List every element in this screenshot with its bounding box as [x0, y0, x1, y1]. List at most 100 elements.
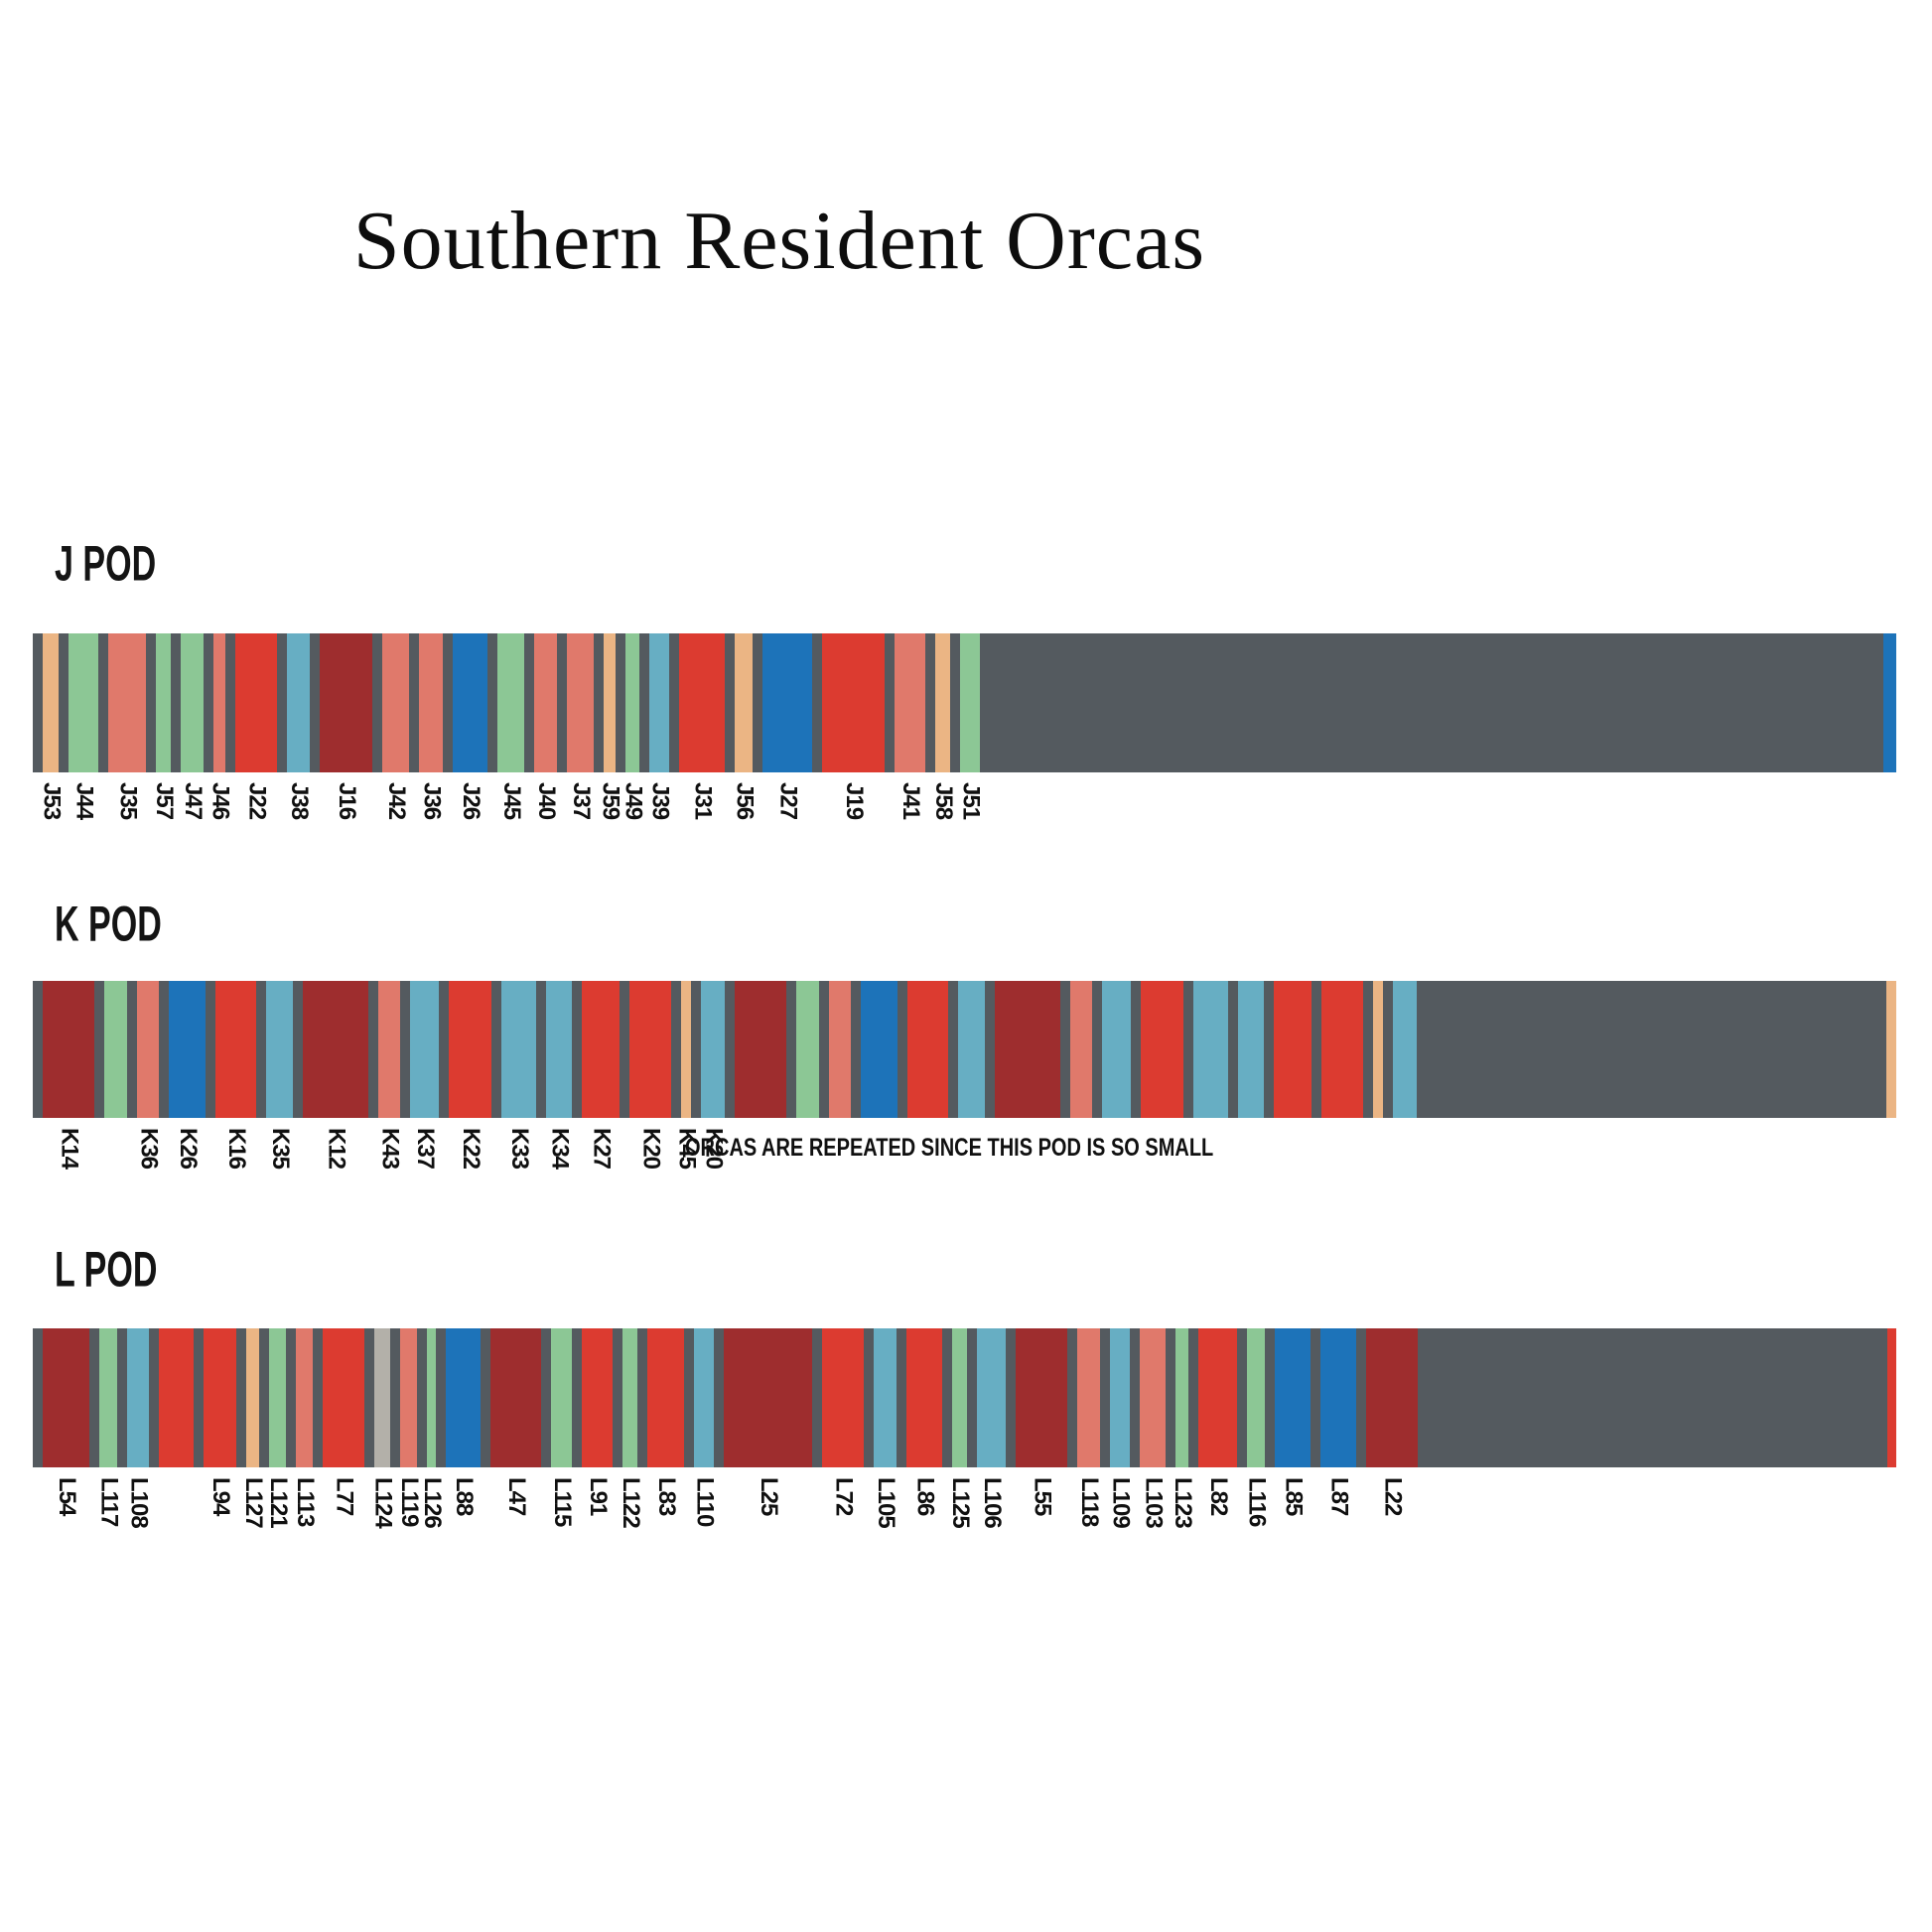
orca-stripe-j51: J51 [957, 633, 984, 819]
stripe-separator [637, 1328, 647, 1467]
stripe-separator [753, 633, 762, 772]
orca-stripe-j27: J27 [762, 633, 812, 819]
orca-label: L82 [1204, 1477, 1232, 1516]
orca-label: L118 [1075, 1477, 1103, 1527]
stripe-separator [1363, 981, 1373, 1118]
bar-filler [1418, 1328, 1887, 1467]
pod-bar-l: L54 L117 L108 L94 L127 L121 L113 L77 L124 L119 L12… [33, 1328, 1896, 1528]
orca-stripe-l117: L117 [95, 1328, 122, 1526]
bar-edge-stripe [1886, 981, 1896, 1118]
stripe-separator [594, 633, 604, 772]
stripe-separator [313, 1328, 323, 1467]
orca-stripe-j36: J36 [418, 633, 445, 819]
stripe-separator [786, 981, 796, 1118]
orca-stripe-k26 [861, 981, 897, 1118]
pod-caption-k-text: ORCAS ARE REPEATED SINCE THIS POD IS SO … [685, 1134, 1214, 1162]
orca-label: K36 [135, 1128, 163, 1170]
orca-label: J47 [179, 782, 207, 820]
stripe-separator [613, 1328, 622, 1467]
orca-stripe-j57: J57 [151, 633, 178, 819]
stripe-separator [372, 633, 382, 772]
stripe-separator [1060, 981, 1070, 1118]
orca-stripe-k36 [829, 981, 851, 1118]
stripe-separator [33, 981, 43, 1118]
orca-label: L110 [691, 1477, 719, 1527]
orca-stripe-k43: K43 [376, 981, 403, 1169]
stripe-separator [572, 1328, 582, 1467]
pod-heading-j: J POD [55, 534, 192, 592]
orca-stripe-k12 [995, 981, 1060, 1118]
orca-label: J27 [774, 782, 802, 820]
stripe-separator [897, 981, 907, 1118]
orca-stripe-l108: L108 [125, 1328, 152, 1528]
pod-heading-k: K POD [55, 896, 200, 951]
stripe-separator [1130, 1328, 1140, 1467]
orca-label: J35 [114, 782, 142, 820]
orca-label: L113 [291, 1477, 319, 1527]
orca-stripe-l54: L54 [43, 1328, 89, 1515]
orca-label: K12 [323, 1128, 350, 1170]
orca-stripe-k14 [735, 981, 786, 1118]
orca-label: J53 [38, 782, 66, 820]
stripe-separator [439, 981, 449, 1118]
stripe-separator [925, 633, 935, 772]
orca-label: K45 [673, 1128, 701, 1170]
page-title: Southern Resident Orcas [352, 195, 1206, 288]
orca-stripe-j19: J19 [822, 633, 885, 819]
stripe-separator [897, 1328, 906, 1467]
orca-label: L85 [1280, 1477, 1308, 1516]
orca-stripe-j26: J26 [453, 633, 487, 819]
orca-label: K20 [700, 1128, 728, 1170]
orca-label: L122 [617, 1477, 644, 1528]
stripe-separator [725, 981, 735, 1118]
pod-heading-l: L POD [55, 1241, 194, 1297]
orca-label: J40 [532, 782, 560, 820]
stripe-separator [1311, 1328, 1320, 1467]
orca-stripe-l109: L109 [1107, 1328, 1134, 1528]
stripe-separator [725, 633, 735, 772]
stripe-separator [948, 981, 958, 1118]
pod-heading-j-label: J POD [55, 534, 157, 592]
orca-stripe-j46: J46 [207, 633, 233, 819]
orca-label: K34 [546, 1128, 574, 1170]
stripe-separator [1264, 981, 1274, 1118]
stripe-separator [851, 981, 861, 1118]
orca-stripe-k34: K34 [546, 981, 573, 1169]
orca-label: L124 [369, 1477, 397, 1528]
stripe-separator [286, 1328, 296, 1467]
orca-stripe-l116: L116 [1243, 1328, 1270, 1526]
orca-label: L123 [1169, 1477, 1196, 1528]
orca-label: K26 [174, 1128, 202, 1170]
orca-label: J41 [897, 782, 924, 820]
orca-stripe-l119: L119 [396, 1328, 423, 1526]
stripe-separator [236, 1328, 246, 1467]
stripe-separator [541, 1328, 551, 1467]
orca-label: K35 [266, 1128, 294, 1170]
stripe-separator [812, 1328, 822, 1467]
orca-stripe-k37 [1102, 981, 1131, 1118]
orca-label: J57 [150, 782, 178, 820]
orca-stripe-j58: J58 [930, 633, 957, 819]
orca-label: L55 [1029, 1477, 1056, 1516]
orca-stripe-k43 [1070, 981, 1092, 1118]
orca-label: J16 [333, 782, 360, 820]
orca-label: J39 [646, 782, 674, 820]
orca-stripe-k16 [907, 981, 948, 1118]
stripe-separator [1237, 1328, 1247, 1467]
orca-stripe-k35 [958, 981, 985, 1118]
orca-stripe-l85: L85 [1275, 1328, 1311, 1515]
orca-label: J51 [957, 782, 985, 820]
stripe-separator [171, 633, 181, 772]
orca-label: J19 [840, 782, 868, 820]
stripe-separator [443, 633, 453, 772]
orca-label: L103 [1140, 1477, 1168, 1528]
stripe-separator [33, 633, 43, 772]
orca-stripe-l124: L124 [369, 1328, 396, 1528]
orca-label: J45 [497, 782, 525, 820]
stripe-separator [368, 981, 378, 1118]
orca-stripe-l86: L86 [906, 1328, 942, 1515]
stripe-separator [98, 633, 108, 772]
orca-stripe-k33: K33 [501, 981, 536, 1169]
orca-stripe-j35: J35 [108, 633, 146, 819]
orca-stripe-j45: J45 [497, 633, 525, 819]
